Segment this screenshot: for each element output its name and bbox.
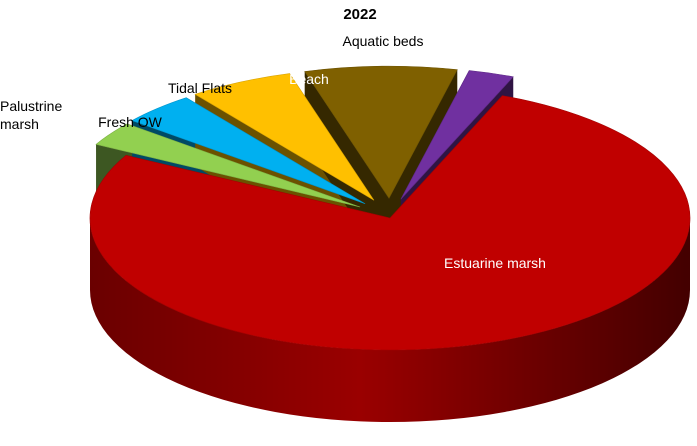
pie-slice-tidal-flats: [194, 73, 375, 201]
slice-label: Beach: [289, 71, 329, 87]
slice-label: Tidal Flats: [168, 80, 232, 96]
slice-label: Palustrine marsh: [0, 98, 62, 132]
pie-slice-estuarine-marsh: [89, 95, 691, 351]
slice-label: Fresh OW: [98, 114, 163, 130]
pie-slice-beach: [304, 65, 458, 199]
pie-slice-fresh-ow: [131, 97, 366, 204]
pie-slice-aquatic-beds: [400, 70, 514, 200]
slice-label: Aquatic beds: [343, 33, 424, 49]
slice-label: Estuarine marsh: [444, 255, 546, 271]
pie-slice-palustrine-marsh: [95, 123, 361, 208]
pie-slice-side: [90, 218, 690, 422]
chart-title: 2022: [343, 6, 377, 23]
